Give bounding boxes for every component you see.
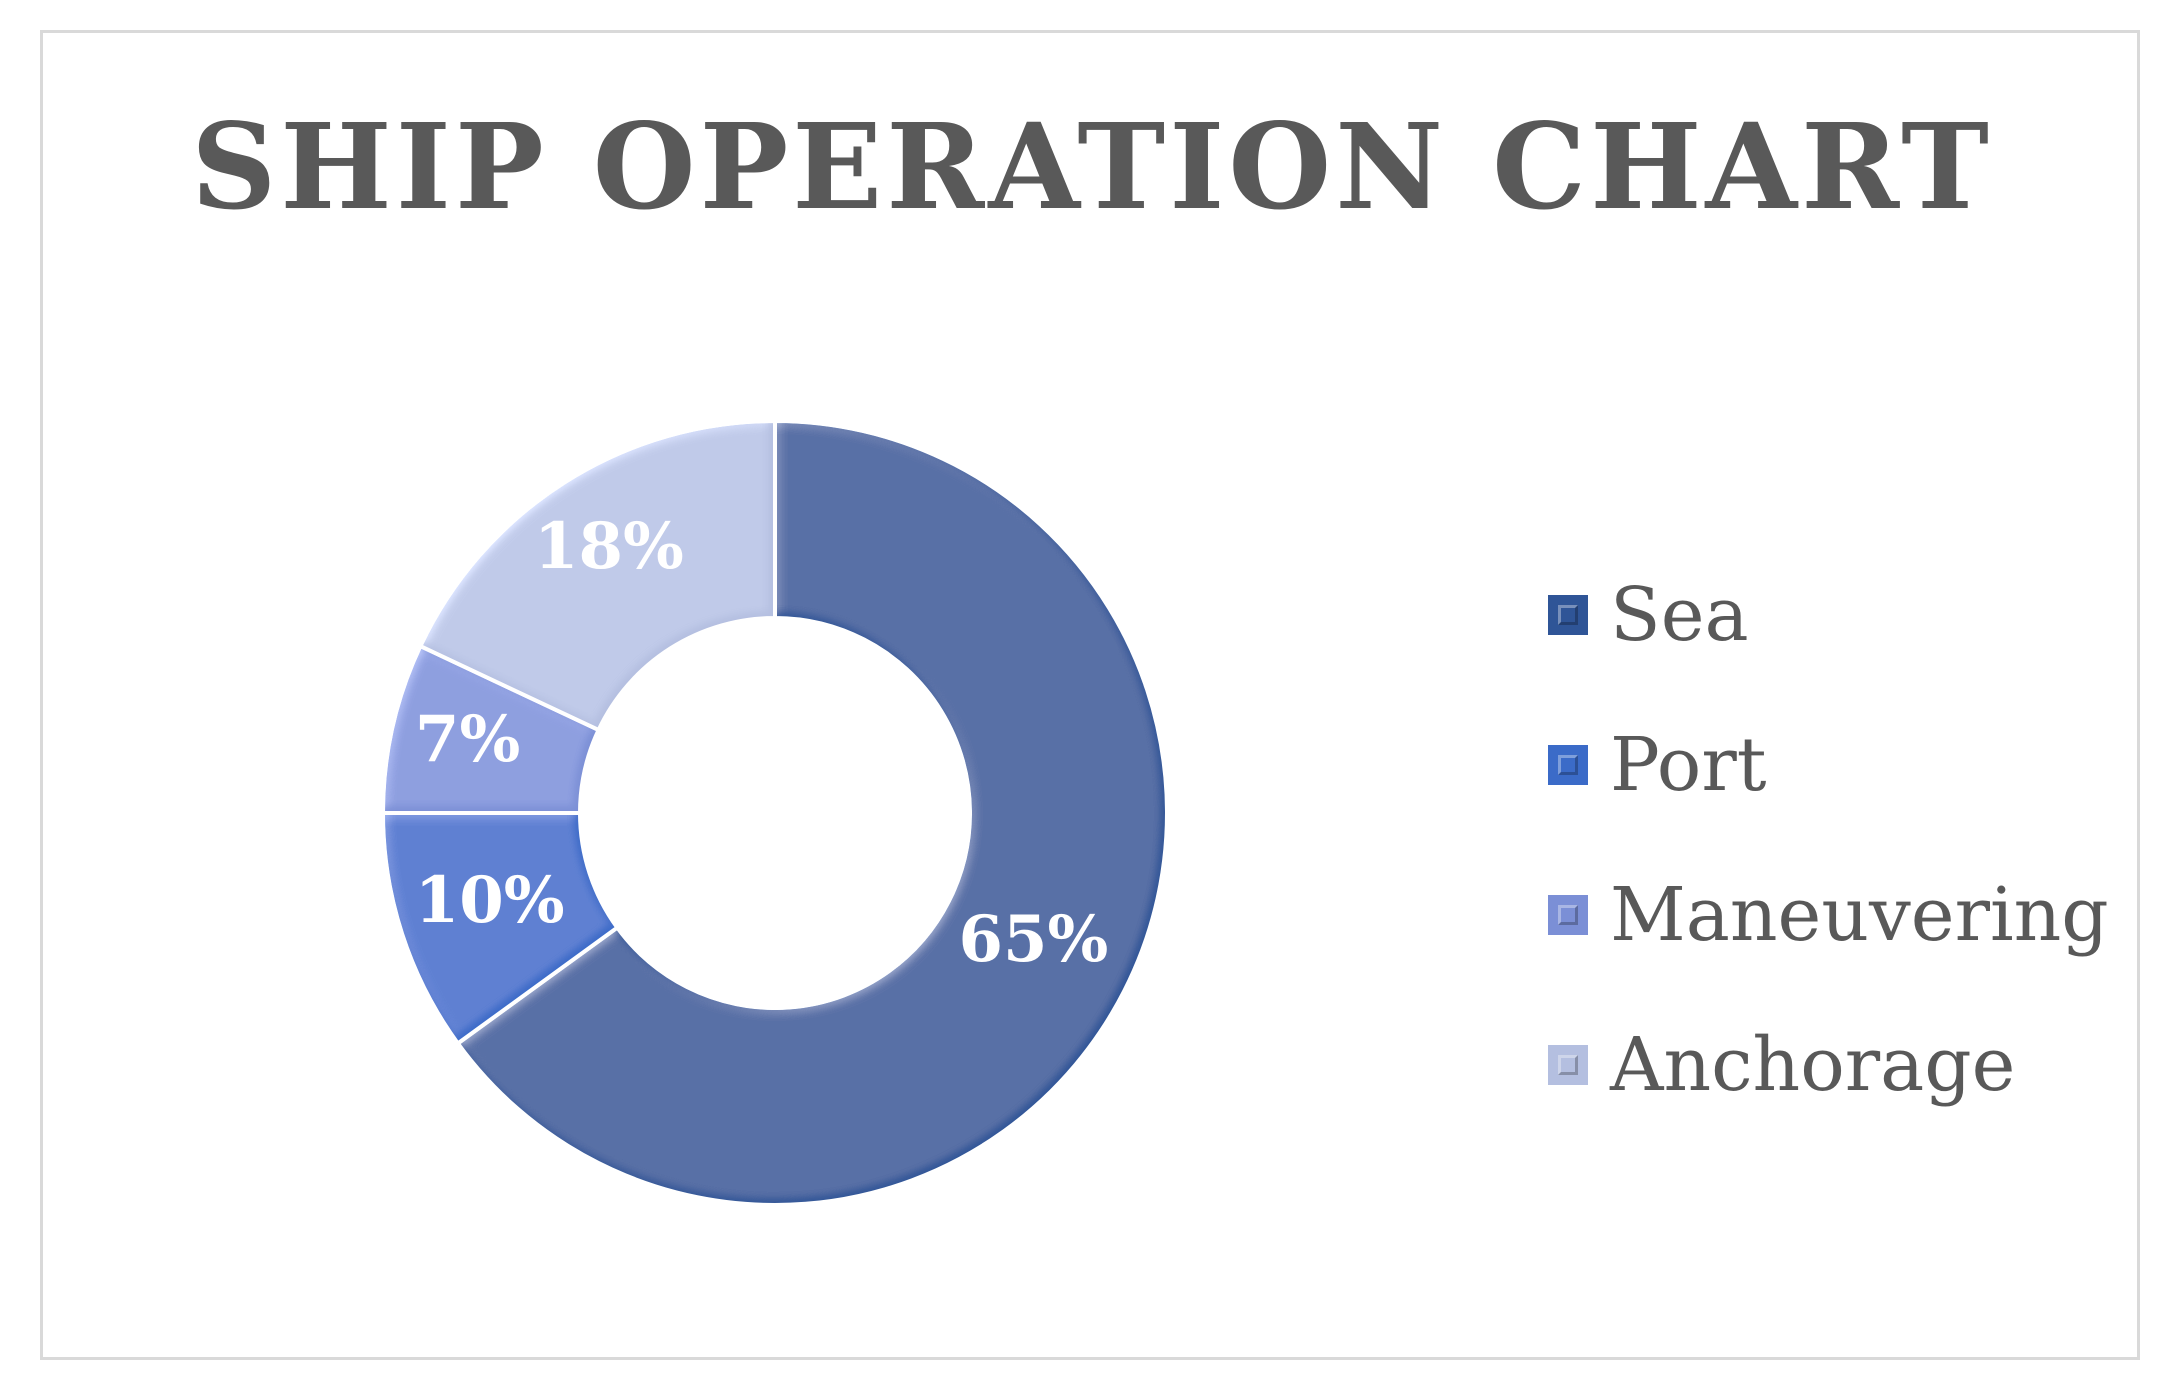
legend-swatch <box>1548 895 1588 935</box>
data-label-port: 10% <box>415 863 565 938</box>
slice-sea <box>455 418 1169 1207</box>
legend-item-port: Port <box>1548 690 2109 840</box>
chart-title: SHIP OPERATION CHART <box>191 97 1993 236</box>
slice-anchorage <box>417 418 777 733</box>
legend-swatch <box>1548 1045 1588 1085</box>
data-label-sea: 65% <box>958 902 1108 977</box>
legend-item-sea: Sea <box>1548 540 2109 690</box>
legend-label: Maneuvering <box>1610 872 2109 958</box>
legend-swatch <box>1548 595 1588 635</box>
legend-swatch <box>1548 745 1588 785</box>
legend-label: Sea <box>1610 572 1749 658</box>
legend-item-maneuvering: Maneuvering <box>1548 840 2109 990</box>
legend: Sea Port Maneuvering Anchorage <box>1548 540 2109 1140</box>
legend-label: Anchorage <box>1610 1022 2016 1108</box>
data-label-maneuvering: 7% <box>415 702 520 777</box>
legend-label: Port <box>1610 722 1767 808</box>
data-label-anchorage: 18% <box>534 509 684 584</box>
legend-item-anchorage: Anchorage <box>1548 990 2109 1140</box>
